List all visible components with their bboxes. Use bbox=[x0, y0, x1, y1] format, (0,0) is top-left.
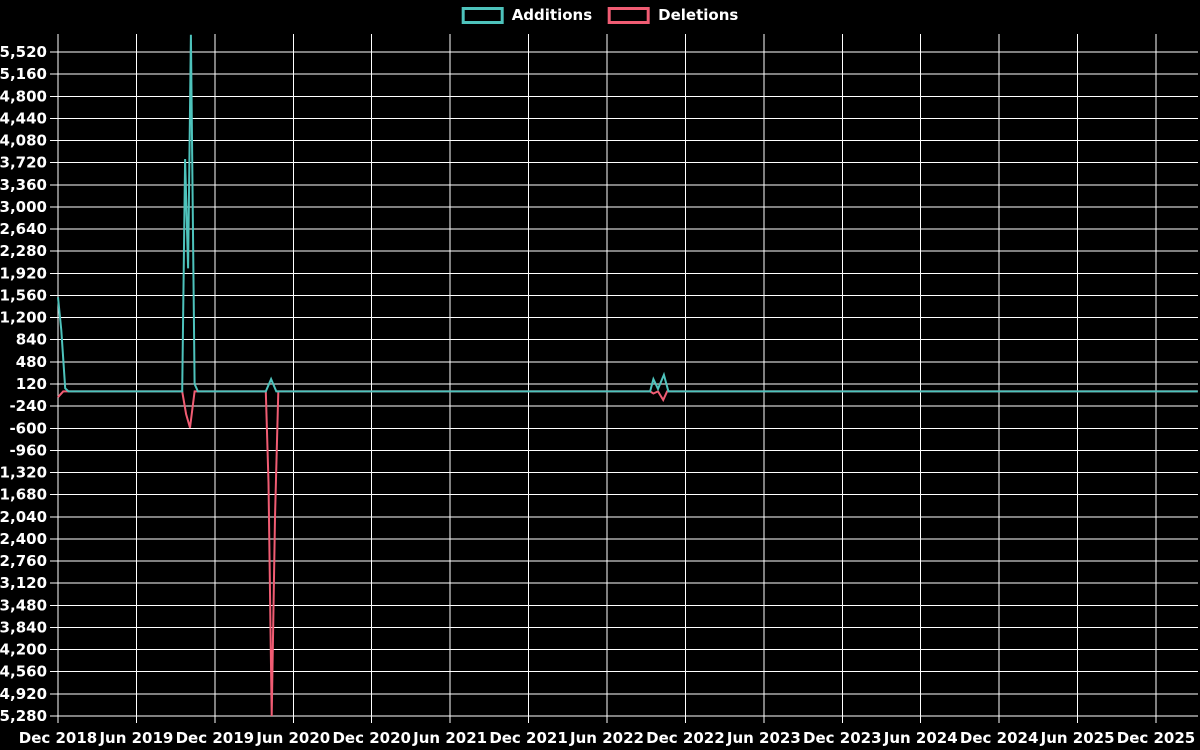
x-tick-label: Jun 2019 bbox=[98, 729, 173, 747]
y-tick-label: -2,760 bbox=[0, 552, 47, 570]
y-tick-label: 840 bbox=[16, 331, 47, 349]
legend-label-additions: Additions bbox=[511, 6, 593, 24]
y-tick-label: -4,200 bbox=[0, 641, 47, 659]
x-tick-label: Jun 2021 bbox=[412, 729, 487, 747]
y-tick-label: -5,280 bbox=[0, 707, 47, 725]
legend-item-additions[interactable]: Additions bbox=[461, 6, 593, 24]
x-tick-label: Jun 2024 bbox=[883, 729, 958, 747]
y-tick-label: -1,680 bbox=[0, 486, 47, 504]
y-tick-label: 4,440 bbox=[0, 109, 47, 127]
y-tick-label: 4,800 bbox=[0, 87, 47, 105]
y-tick-label: 3,000 bbox=[0, 198, 47, 216]
y-tick-label: -3,480 bbox=[0, 596, 47, 614]
y-tick-label: -2,400 bbox=[0, 530, 47, 548]
y-tick-label: -240 bbox=[9, 397, 47, 415]
x-tick-label: Dec 2023 bbox=[803, 729, 882, 747]
y-tick-label: 480 bbox=[16, 353, 47, 371]
y-tick-label: 4,080 bbox=[0, 132, 47, 150]
chart-legend: Additions Deletions bbox=[461, 6, 738, 24]
x-tick-label: Dec 2019 bbox=[176, 729, 255, 747]
y-tick-label: -4,560 bbox=[0, 663, 47, 681]
y-tick-label: -1,320 bbox=[0, 464, 47, 482]
x-tick-label: Dec 2022 bbox=[646, 729, 725, 747]
x-tick-label: Dec 2021 bbox=[489, 729, 568, 747]
y-tick-label: -4,920 bbox=[0, 685, 47, 703]
y-tick-label: 2,640 bbox=[0, 220, 47, 238]
y-tick-label: -3,840 bbox=[0, 618, 47, 636]
y-tick-label: 1,560 bbox=[0, 286, 47, 304]
x-tick-label: Dec 2025 bbox=[1117, 729, 1196, 747]
x-tick-label: Jun 2023 bbox=[726, 729, 801, 747]
deletions-swatch-icon bbox=[608, 7, 651, 24]
x-tick-label: Jun 2020 bbox=[255, 729, 330, 747]
additions-swatch-icon bbox=[461, 7, 504, 24]
y-tick-label: 2,280 bbox=[0, 242, 47, 260]
y-tick-label: 120 bbox=[16, 375, 47, 393]
legend-item-deletions[interactable]: Deletions bbox=[608, 7, 738, 24]
y-tick-label: 5,520 bbox=[0, 43, 47, 61]
x-tick-label: Dec 2018 bbox=[19, 729, 98, 747]
y-tick-label: -600 bbox=[9, 419, 47, 437]
y-tick-label: 3,360 bbox=[0, 176, 47, 194]
x-tick-label: Dec 2024 bbox=[960, 729, 1039, 747]
y-tick-label: -3,120 bbox=[0, 574, 47, 592]
y-tick-label: -960 bbox=[9, 441, 47, 459]
y-tick-label: -2,040 bbox=[0, 508, 47, 526]
legend-label-deletions: Deletions bbox=[658, 6, 739, 24]
x-tick-label: Jun 2025 bbox=[1040, 729, 1115, 747]
y-tick-label: 3,720 bbox=[0, 154, 47, 172]
x-tick-label: Dec 2020 bbox=[332, 729, 411, 747]
y-tick-label: 1,200 bbox=[0, 309, 47, 327]
x-tick-label: Jun 2022 bbox=[569, 729, 644, 747]
y-tick-label: 5,160 bbox=[0, 65, 47, 83]
y-tick-label: 1,920 bbox=[0, 264, 47, 282]
series-line-deletions bbox=[57, 390, 1198, 717]
series-line-additions bbox=[57, 34, 1198, 393]
